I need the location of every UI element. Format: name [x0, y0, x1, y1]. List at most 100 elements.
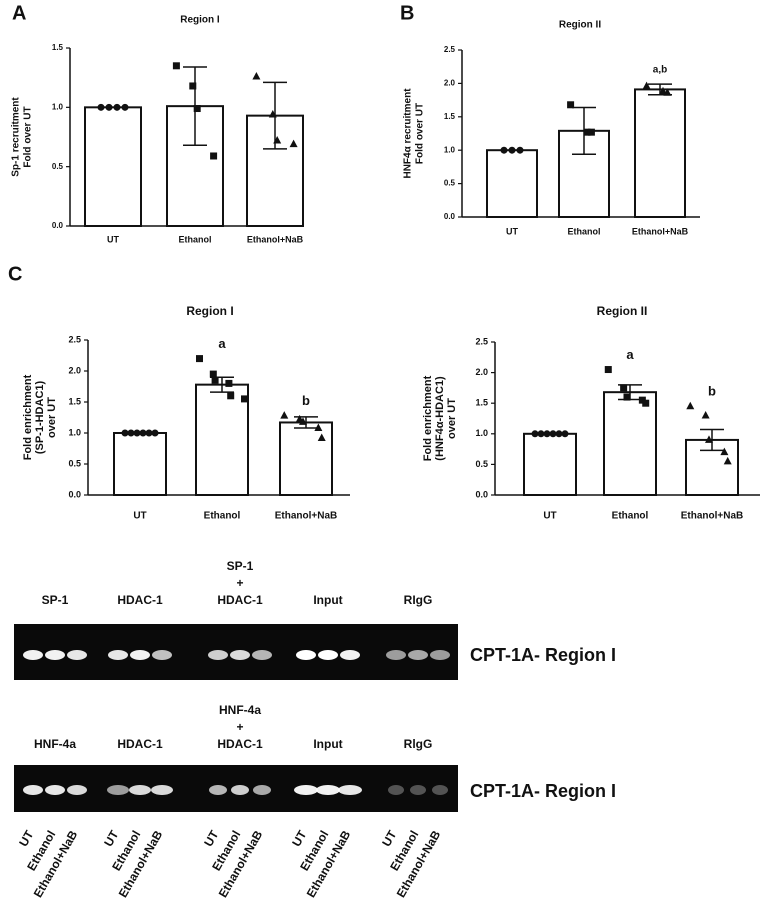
gel-side-label: CPT-1A- Region I [470, 645, 616, 665]
data-point [189, 82, 197, 90]
bar [603, 391, 657, 496]
annotation: b [302, 393, 310, 408]
data-point [701, 410, 710, 419]
gel-band [430, 650, 450, 660]
x-tick-label: Ethanol [179, 234, 212, 244]
bar [634, 88, 686, 218]
x-tick-label: UT [133, 511, 146, 522]
y-axis-label: (HNF4α-HDAC1) [434, 376, 446, 461]
y-tick-label: 1.5 [68, 396, 81, 406]
x-tick-label: Ethanol+NaB [247, 234, 304, 244]
data-point [172, 62, 180, 70]
data-point [659, 86, 667, 95]
y-axis-label: Fold over UT [415, 103, 426, 164]
data-point [268, 109, 277, 118]
x-tick-label: UT [543, 511, 556, 522]
gel-band [388, 785, 404, 795]
data-point [567, 101, 575, 109]
gel-band [152, 650, 172, 660]
y-axis-label: HNF4α recruitment [403, 88, 414, 179]
data-point [642, 399, 650, 407]
gel-band [129, 785, 151, 795]
gel-lane-group-label: + [236, 576, 243, 590]
data-point [583, 128, 591, 136]
bar [84, 106, 142, 227]
panel-label: C [8, 263, 22, 285]
data-point [663, 88, 672, 96]
data-point [314, 423, 323, 432]
chart-title: Region I [186, 304, 233, 318]
lane-label: UT [201, 828, 221, 849]
lane-label: UT [16, 828, 36, 849]
y-tick-label: 1.5 [475, 398, 488, 408]
annotation: a [218, 336, 226, 351]
gel-lane-group-label: SP-1 [42, 593, 69, 607]
y-axis-label: over UT [46, 397, 58, 438]
gel-band [208, 650, 228, 660]
y-tick-label: 2.5 [475, 336, 488, 346]
y-tick-label: 0.5 [475, 459, 488, 469]
y-tick-label: 2.0 [444, 79, 456, 88]
annotation: a,b [653, 65, 667, 76]
data-point [105, 103, 113, 111]
data-point [252, 71, 261, 80]
gel-lane-group-label: HDAC-1 [217, 593, 263, 607]
gel-band [294, 785, 318, 795]
lane-label: UT [379, 828, 399, 849]
bar [279, 421, 333, 496]
gel-band [107, 785, 129, 795]
y-tick-label: 1.0 [52, 102, 64, 111]
y-tick-label: 1.0 [68, 427, 81, 437]
gel-band [23, 650, 43, 660]
data-point [225, 379, 233, 387]
x-tick-label: Ethanol [568, 226, 601, 236]
data-point [508, 146, 516, 154]
data-point [604, 366, 612, 374]
x-tick-label: UT [506, 226, 518, 236]
gel-lane-group-label: HNF-4a [34, 737, 76, 751]
gel-band [338, 785, 362, 795]
chart-title: Region II [559, 20, 601, 31]
data-point [196, 355, 203, 363]
y-tick-label: 0.5 [444, 179, 456, 188]
gel-band [410, 785, 426, 795]
gel-lane-group-label: + [236, 720, 243, 734]
y-tick-label: 1.5 [52, 43, 64, 52]
gel-band [108, 650, 128, 660]
data-point [151, 429, 159, 437]
gel-band [340, 650, 360, 660]
data-point [686, 401, 695, 410]
y-tick-label: 2.0 [68, 365, 81, 375]
data-point [543, 430, 551, 438]
data-point [620, 384, 628, 392]
y-tick-label: 0.5 [68, 458, 81, 468]
data-point [211, 376, 219, 384]
data-point [516, 146, 524, 154]
annotation: b [708, 384, 716, 399]
gel-lane-group-label: RIgG [404, 593, 433, 607]
data-point [299, 417, 307, 425]
bar [195, 383, 249, 497]
gel-lane-group-label: HDAC-1 [117, 737, 163, 751]
data-point [127, 429, 135, 437]
y-axis-label: Fold over UT [23, 106, 34, 167]
data-point [561, 430, 569, 438]
y-tick-label: 1.0 [475, 428, 488, 438]
data-point [642, 81, 651, 90]
bar [523, 432, 577, 496]
x-tick-label: Ethanol [612, 511, 649, 522]
y-tick-label: 1.0 [444, 145, 456, 154]
data-point [549, 430, 557, 438]
data-point [145, 429, 153, 437]
data-point [121, 103, 129, 111]
data-point [210, 152, 218, 160]
y-axis-label: Fold enrichment [22, 374, 34, 460]
gel-band [432, 785, 448, 795]
data-point [720, 447, 729, 456]
data-point [133, 429, 141, 437]
data-point [113, 103, 121, 111]
y-axis-label: Fold enrichment [422, 375, 434, 461]
gel-band [23, 785, 43, 795]
data-point [241, 395, 248, 403]
y-tick-label: 0.5 [52, 162, 64, 171]
